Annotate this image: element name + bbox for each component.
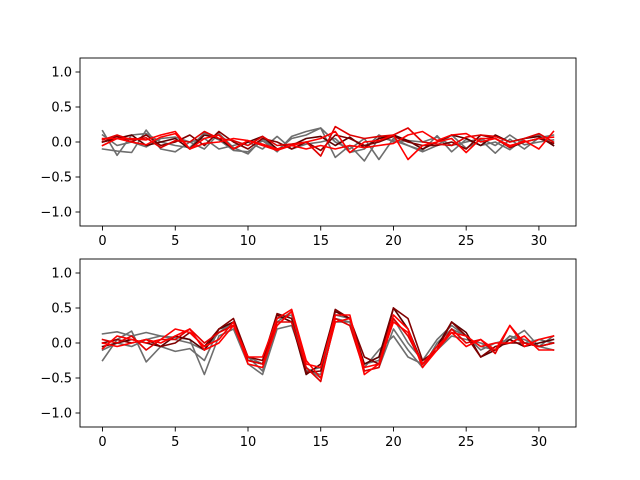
x-tick-label: 15 xyxy=(312,234,329,249)
x-tick-label: 0 xyxy=(98,435,106,450)
series-line-2 xyxy=(101,314,555,376)
x-tick-label: 25 xyxy=(458,435,475,450)
y-tick-label: −1.0 xyxy=(40,206,72,221)
x-tick-label: 25 xyxy=(458,234,475,249)
top-subplot: 0 5 10 15 20 25 30 −1.0 −0.5 0.0 0.5 1.0 xyxy=(40,57,577,249)
y-tick-label: 0.0 xyxy=(51,136,72,151)
x-tick-label: 10 xyxy=(240,435,257,450)
x-tick-label: 0 xyxy=(98,234,106,249)
bottom-subplot: 0 5 10 15 20 25 30 −1.0 −0.5 0.0 0.5 1.0 xyxy=(40,258,577,450)
series-line-5 xyxy=(101,125,555,157)
y-tick-label: 0.0 xyxy=(51,337,72,352)
y-tick-label: 0.5 xyxy=(51,302,72,317)
x-tick-label: 30 xyxy=(531,234,548,249)
series-line-7 xyxy=(101,308,555,379)
x-tick-label: 5 xyxy=(171,435,179,450)
x-tick-label: 30 xyxy=(531,435,548,450)
series-line-6 xyxy=(101,310,555,376)
y-tick-label: 0.5 xyxy=(51,101,72,116)
x-tick-label: 15 xyxy=(312,435,329,450)
y-tick-label: −1.0 xyxy=(40,407,72,422)
x-tick-label: 5 xyxy=(171,234,179,249)
x-tick-label: 10 xyxy=(240,234,257,249)
x-tick-label: 20 xyxy=(385,435,402,450)
y-tick-label: 1.0 xyxy=(51,267,72,282)
x-tick-label: 20 xyxy=(385,234,402,249)
y-tick-label: −0.5 xyxy=(40,372,72,387)
y-tick-label: 1.0 xyxy=(51,66,72,81)
y-tick-label: −0.5 xyxy=(40,171,72,186)
series-line-7 xyxy=(101,130,555,150)
